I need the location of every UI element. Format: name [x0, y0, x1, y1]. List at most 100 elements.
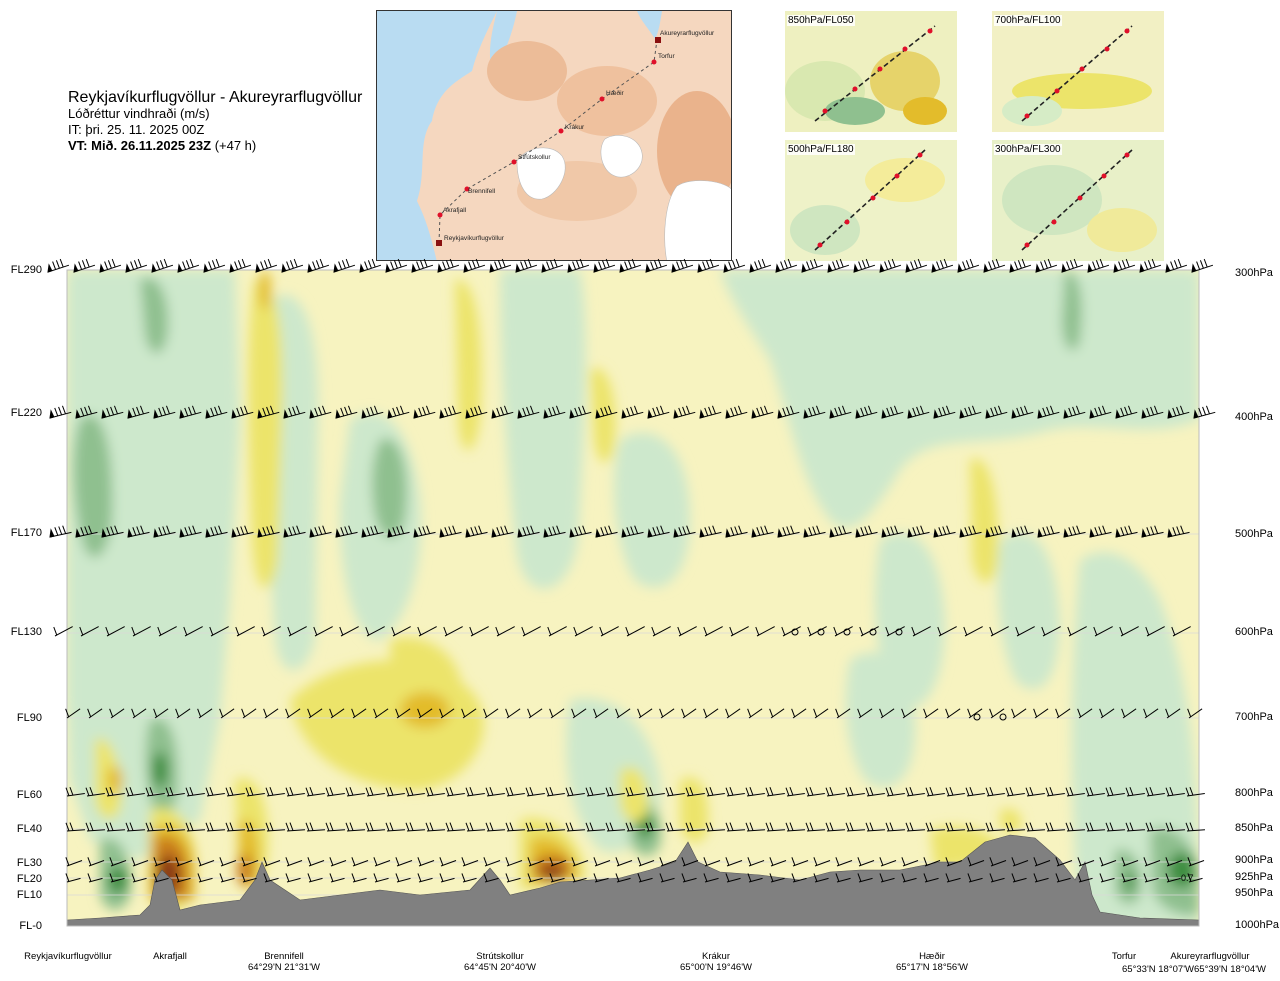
- wind-barb-flag: [879, 857, 884, 866]
- wind-barb-pennant: [127, 409, 133, 419]
- wind-barb-staff: [352, 860, 369, 867]
- wind-barb-staff: [1144, 877, 1159, 883]
- wind-barb-pennant: [569, 409, 575, 419]
- wind-barb-flag: [240, 406, 245, 416]
- calm-wind-circle: [973, 713, 981, 721]
- wind-barb-pennant: [1139, 263, 1145, 273]
- wind-barb-flag: [650, 261, 655, 270]
- wind-barb-staff: [966, 792, 985, 797]
- wind-barb-flag: [1069, 260, 1074, 269]
- wind-barb-flag: [237, 260, 242, 269]
- wind-barb-flag: [340, 407, 345, 417]
- wind-barb-flag: [709, 822, 714, 831]
- wind-barb-staff: [366, 829, 385, 832]
- wind-barb-flag: [409, 822, 414, 831]
- wind-barb-flag: [605, 822, 610, 832]
- wind-barb-flag: [475, 258, 480, 268]
- wind-barb-flag: [80, 407, 85, 417]
- wind-barb-flag: [497, 260, 502, 269]
- wind-barb-flag: [604, 526, 609, 535]
- station-coord: 64°29'N 21°31'W: [248, 962, 320, 973]
- wind-barb-pennant: [907, 528, 913, 538]
- station-coord-akureyri: 65°39'N 18°04'W: [1194, 964, 1266, 975]
- wind-barb-staff: [814, 877, 829, 883]
- wind-barb-staff: [990, 860, 1007, 867]
- wind-barb-flag: [1077, 708, 1082, 718]
- wind-barb-pennant: [959, 409, 965, 419]
- terrain-profile: [67, 834, 1199, 926]
- wind-barb-staff: [80, 626, 99, 637]
- wind-barb-pennant: [829, 528, 835, 538]
- map-label-haedir: Hæðir: [606, 89, 625, 97]
- wind-barb-flag: [963, 626, 968, 636]
- wind-barb-flag: [451, 405, 456, 415]
- wind-barb-pennant: [1113, 263, 1119, 273]
- wind-barb-flag: [1055, 857, 1060, 866]
- wind-barb-flag: [669, 786, 674, 796]
- wind-barb-staff: [66, 708, 81, 719]
- wind-barb-flag: [318, 406, 323, 416]
- wind-barb-flag: [816, 525, 821, 534]
- wind-barb-flag: [162, 406, 167, 416]
- wind-barb-staff: [528, 860, 545, 867]
- wind-barb-staff: [386, 792, 405, 797]
- wind-barb-staff: [1078, 708, 1093, 719]
- wind-barb-flag: [448, 406, 453, 416]
- wind-barb-staff: [1056, 708, 1071, 719]
- wind-barb-flag: [423, 258, 428, 268]
- wind-barb-flag: [923, 857, 928, 866]
- wind-barb-pennant: [619, 263, 625, 273]
- wind-barb-pennant: [647, 409, 653, 419]
- wind-barb-flag: [789, 786, 794, 796]
- wind-barb-flag: [197, 708, 202, 718]
- wind-barb-staff: [1166, 860, 1183, 867]
- wind-barb-flag: [188, 406, 193, 416]
- wind-barb-staff: [606, 792, 625, 797]
- wind-barb-flag: [1072, 406, 1077, 416]
- wind-barb-staff: [176, 860, 193, 867]
- station-name: Strútskollur: [476, 951, 524, 962]
- wind-barb-flag: [808, 527, 813, 536]
- wind-barb-flag: [769, 786, 774, 796]
- wind-barb-staff: [374, 877, 389, 883]
- wind-barb-staff: [526, 792, 545, 797]
- wind-barb-flag: [653, 260, 658, 269]
- wind-barb-staff: [902, 708, 917, 719]
- wind-barb-flag: [1042, 407, 1047, 417]
- wind-barb-pennant: [985, 528, 991, 538]
- wind-barb-flag: [1120, 407, 1125, 417]
- wind-barb-flag: [885, 626, 890, 636]
- wind-barb-flag: [305, 787, 310, 796]
- wind-barb-pennant: [881, 528, 887, 538]
- wind-barb-staff: [730, 626, 749, 637]
- wind-barb-flag: [265, 822, 270, 832]
- wind-barb-flag: [849, 822, 854, 831]
- wind-barb-pennant: [75, 409, 81, 419]
- wind-barb-staff: [1042, 626, 1061, 637]
- wind-barb-flag: [689, 786, 694, 796]
- wind-barb-flag: [626, 527, 631, 536]
- wind-barb-pennant: [413, 528, 419, 538]
- wind-barb-staff: [786, 829, 805, 832]
- wind-barb-flag: [367, 260, 372, 269]
- wind-barb-staff: [406, 792, 425, 797]
- wind-barb-flag: [65, 873, 70, 882]
- wind-barb-flag: [835, 708, 840, 718]
- wind-barb-flag: [745, 787, 750, 796]
- wind-barb-flag: [631, 258, 636, 268]
- wind-barb-staff: [726, 877, 741, 883]
- wind-barb-flag: [505, 857, 510, 866]
- wind-barb-flag: [85, 822, 90, 832]
- wind-barb-flag: [945, 787, 950, 796]
- wind-barb-flag: [385, 822, 390, 832]
- wind-barb-pennant: [933, 528, 939, 538]
- wind-barb-staff: [1166, 708, 1181, 719]
- wind-barb-flag: [582, 525, 587, 534]
- wind-barb-flag: [1049, 822, 1054, 831]
- fl-label: FL40: [16, 823, 42, 835]
- wind-barb-flag: [158, 527, 163, 536]
- wind-barb-flag: [214, 406, 219, 416]
- wind-barb-flag: [136, 526, 141, 535]
- wind-barb-flag: [548, 527, 553, 536]
- wind-barb-flag: [503, 405, 508, 415]
